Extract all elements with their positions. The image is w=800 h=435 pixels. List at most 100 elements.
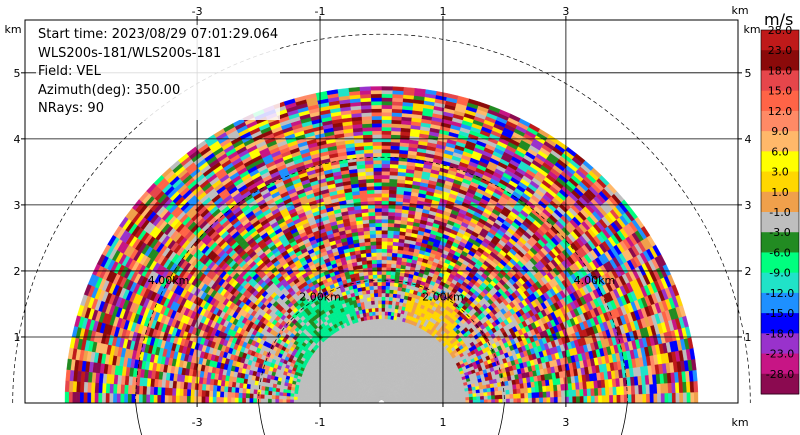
velocity-cell [487,398,492,403]
velocity-cell [391,101,403,106]
velocity-cell [381,211,389,216]
velocity-cell [387,211,396,217]
velocity-cell [371,119,382,124]
velocity-cell [671,392,677,403]
velocity-cell [372,159,382,165]
velocity-cell [616,386,621,396]
velocity-cell [692,369,698,382]
velocity-cell [381,359,384,364]
velocity-cell [370,89,382,95]
velocity-cell [513,393,518,399]
velocity-cell [365,252,372,258]
velocity-cell [649,393,655,403]
velocity-cell [387,315,391,320]
velocity-cell [371,130,382,135]
velocity-cell [370,296,375,302]
velocity-cell [369,292,375,298]
velocity-cell [366,185,375,191]
velocity-cell [381,289,386,294]
velocity-cell [381,303,386,309]
velocity-cell [534,386,540,393]
velocity-cell [483,391,488,397]
velocity-cell [505,389,510,395]
velocity-cell [387,215,395,220]
velocity-cell [377,303,382,309]
velocity-cell [587,395,592,403]
velocity-cell [373,174,382,180]
velocity-cell [374,215,382,220]
velocity-cell [367,270,373,276]
velocity-cell [498,398,503,403]
velocity-cell [590,395,596,403]
velocity-cell [372,163,382,168]
velocity-cell [390,270,396,276]
velocity-cell [381,182,390,187]
velocity-cell [575,395,581,403]
velocity-cell [652,383,658,394]
velocity-cell [375,237,382,242]
velocity-cell [369,237,377,242]
velocity-cell [372,141,382,146]
velocity-cell [390,308,396,313]
velocity-cell [388,182,398,187]
velocity-cell [634,384,640,395]
velocity-cell [678,381,684,393]
velocity-cell [389,152,400,158]
velocity-cell [360,108,372,114]
velocity-cell [590,387,595,396]
velocity-cell [370,244,377,250]
velocity-cell [363,230,370,236]
velocity-cell [377,289,382,294]
velocity-cell [390,126,402,132]
velocity-cell [642,393,647,403]
velocity-cell [671,382,676,394]
velocity-cell [379,344,382,349]
velocity-cell [360,104,372,110]
velocity-cell [393,219,401,225]
velocity-cell [568,389,573,397]
velocity-cell [568,396,573,403]
velocity-cell [381,145,391,150]
velocity-cell [359,86,371,92]
velocity-cell [381,307,386,312]
velocity-cell [520,397,525,403]
velocity-cell [631,393,636,403]
velocity-cell [523,387,529,394]
velocity-cell [641,384,647,395]
velocity-cell [375,248,382,253]
velocity-cell [646,393,651,403]
velocity-cell [378,311,382,316]
velocity-cell [386,318,391,324]
velocity-cell [388,300,393,305]
velocity-cell [390,141,400,147]
velocity-cell [381,296,386,301]
velocity-cell [387,208,396,213]
velocity-cell [373,178,382,183]
velocity-cell [368,226,376,231]
velocity-cell [377,307,382,312]
velocity-cell [374,218,382,224]
velocity-cell [373,285,378,290]
velocity-cell [371,112,382,117]
velocity-cell [616,394,621,403]
velocity-cell [381,148,391,154]
velocity-cell [638,393,643,403]
velocity-cell [381,344,384,349]
velocity-cell [364,241,371,247]
velocity-cell [373,185,382,191]
velocity-cell [365,171,374,176]
velocity-cell [381,267,387,272]
velocity-cell [381,218,389,224]
velocity-cell [693,391,699,403]
velocity-cell [392,245,399,250]
velocity-cell [365,174,374,180]
velocity-cell [381,355,384,360]
velocity-cell [361,119,372,125]
velocity-cell [381,351,384,356]
velocity-cell [378,318,382,323]
velocity-cell [375,314,379,320]
velocity-cell [381,178,390,183]
velocity-cell [370,108,382,113]
velocity-cell [381,89,393,95]
velocity-cell [386,252,393,257]
